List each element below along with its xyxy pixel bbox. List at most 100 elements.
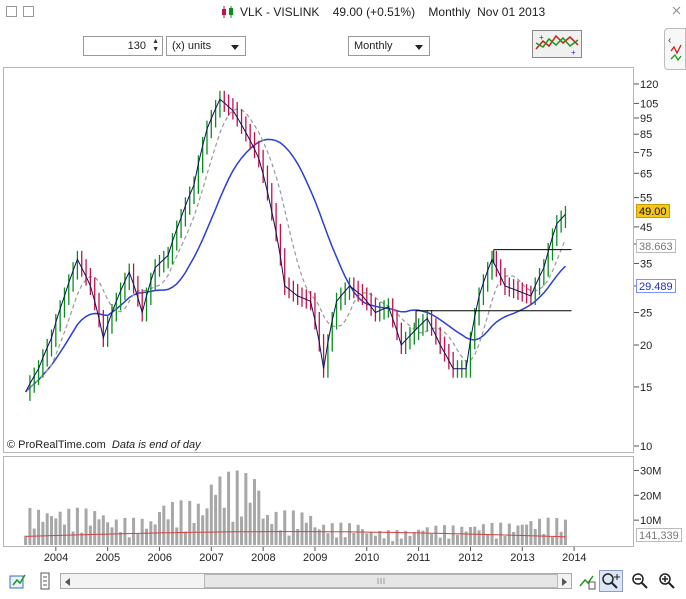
- svg-text:+: +: [539, 33, 544, 42]
- price-tick-label: 10: [640, 441, 652, 453]
- volume-bar: [317, 529, 321, 545]
- volume-bar: [477, 530, 481, 545]
- volume-bar: [93, 511, 97, 545]
- volume-bar: [313, 527, 317, 545]
- volume-bar: [559, 531, 563, 545]
- title-bar: VLK - VISLINK 49.00 (+0.51%) Monthly Nov…: [0, 0, 686, 24]
- scroll-left-icon[interactable]: [65, 578, 70, 586]
- volume-bar: [196, 503, 200, 545]
- spinner-arrows-icon[interactable]: ▲ ▼: [152, 38, 159, 53]
- zoom-tool-button[interactable]: [599, 570, 623, 592]
- ma-long-line: [25, 138, 566, 393]
- volume-bar: [309, 515, 313, 545]
- volume-bar: [58, 511, 62, 545]
- periods-input[interactable]: 130 ▲ ▼: [83, 36, 163, 56]
- volume-bar: [145, 528, 149, 545]
- time-tick-label: 2008: [251, 552, 275, 564]
- volume-axis: 10M 20M 30M: [634, 465, 661, 527]
- volume-bar: [550, 537, 554, 545]
- volume-bar: [80, 532, 84, 545]
- volume-bar: [283, 510, 287, 545]
- volume-bar: [378, 530, 382, 545]
- volume-bar: [222, 507, 226, 545]
- volume-bar: [162, 505, 166, 545]
- volume-bar: [300, 512, 304, 545]
- volume-bar: [132, 517, 136, 545]
- units-label: (x) units: [172, 40, 212, 52]
- volume-bar: [365, 533, 369, 545]
- scroll-thumb[interactable]: [204, 574, 558, 588]
- ma-short-badge: 38.663: [636, 239, 676, 253]
- close-icon[interactable]: [672, 6, 681, 15]
- volume-bar: [563, 519, 567, 545]
- volume-bar: [201, 515, 205, 545]
- autoscale-icon[interactable]: [578, 572, 596, 590]
- frequency-select[interactable]: Monthly: [348, 36, 430, 56]
- volume-bar: [533, 529, 537, 545]
- minimize-icon[interactable]: [6, 6, 17, 17]
- volume-tick-label: 10M: [640, 515, 661, 527]
- price-tick-label: 55: [640, 193, 652, 205]
- volume-bar: [75, 507, 79, 545]
- volume-bar: [54, 518, 58, 545]
- price-tick-label: 65: [640, 168, 652, 180]
- periods-value: 130: [127, 40, 146, 52]
- volume-bar: [373, 535, 377, 545]
- volume-bar: [296, 528, 300, 545]
- volume-ma-line: [25, 531, 566, 538]
- volume-bar: [360, 529, 364, 545]
- panel-arrows-icon: ‹: [668, 35, 682, 62]
- indicators-button[interactable]: + +: [532, 30, 582, 58]
- chevron-down-icon: [231, 45, 239, 50]
- time-tick-label: 2005: [96, 552, 120, 564]
- time-axis: 2004 2005 2006 2007 2008 2009 2010 2011 2012 2013…: [44, 547, 587, 564]
- volume-bar: [412, 532, 416, 545]
- volume-bar: [335, 537, 339, 545]
- zoom-in-icon[interactable]: [658, 572, 676, 590]
- volume-bar: [486, 534, 490, 545]
- price-tick-label: 95: [640, 113, 652, 125]
- last-price-badge: 49.00: [636, 204, 670, 218]
- data-note: Data is end of day: [111, 439, 201, 451]
- volume-bar: [183, 531, 187, 545]
- price-tick-label: 105: [640, 98, 658, 110]
- scroll-right-icon[interactable]: [562, 578, 567, 586]
- volume-bar: [330, 523, 334, 545]
- volume-bar: [473, 526, 477, 545]
- volume-bar: [50, 516, 54, 545]
- volume-bar: [257, 490, 261, 545]
- volume-bar: [214, 494, 218, 545]
- export-icon[interactable]: [9, 572, 27, 590]
- volume-bar: [41, 521, 45, 545]
- time-tick-label: 2011: [407, 552, 431, 564]
- volume-bar: [153, 524, 157, 545]
- time-tick-label: 2007: [199, 552, 223, 564]
- time-tick-label: 2013: [510, 552, 534, 564]
- volume-bar: [270, 524, 274, 545]
- units-select[interactable]: (x) units: [166, 36, 246, 56]
- volume-bar: [24, 535, 28, 545]
- volume-bar: [170, 501, 174, 545]
- zoom-reset-icon[interactable]: [36, 572, 54, 590]
- svg-text:‹: ‹: [668, 35, 671, 46]
- price-chart[interactable]: 10152025303540455565758595105120 10M20M3…: [0, 0, 686, 566]
- volume-bar: [525, 524, 529, 545]
- volume-bar: [278, 530, 282, 545]
- volume-bar: [119, 532, 123, 545]
- zoom-out-icon[interactable]: [631, 572, 649, 590]
- volume-bar: [123, 517, 127, 545]
- volume-bar: [97, 519, 101, 545]
- volume-bar: [304, 522, 308, 545]
- price-series: [25, 90, 572, 401]
- window-title: VLK - VISLINK 49.00 (+0.51%) Monthly Nov…: [240, 5, 546, 19]
- maximize-icon[interactable]: [23, 6, 34, 17]
- copyright-text: © ProRealTime.com: [7, 439, 106, 451]
- volume-bar: [417, 529, 421, 545]
- volume-bar: [455, 534, 459, 545]
- volume-bar: [348, 523, 352, 545]
- magnifier-cross-icon: [602, 573, 620, 589]
- volume-bar: [28, 507, 32, 545]
- volume-bar: [468, 527, 472, 545]
- volume-bar: [110, 527, 114, 545]
- volume-bar: [438, 537, 442, 545]
